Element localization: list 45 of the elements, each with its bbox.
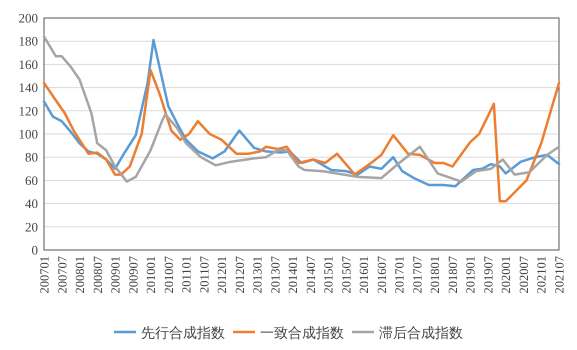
x-tick-label: 201707 bbox=[410, 256, 424, 294]
legend-label: 一致合成指数 bbox=[260, 326, 344, 342]
legend-label: 先行合成指数 bbox=[141, 326, 225, 342]
y-tick-label: 160 bbox=[18, 56, 38, 72]
x-tick-label: 201401 bbox=[286, 256, 300, 294]
x-tick-label: 201807 bbox=[446, 256, 460, 294]
x-tick-label: 201207 bbox=[232, 256, 247, 294]
y-tick-label: 120 bbox=[18, 103, 38, 118]
y-tick-label: 60 bbox=[25, 172, 38, 188]
y-tick-label: 0 bbox=[32, 242, 38, 258]
x-tick-label: 201007 bbox=[162, 256, 176, 294]
y-tick-label: 200 bbox=[18, 10, 38, 26]
x-tick-label: 200901 bbox=[108, 256, 123, 294]
x-tick-label: 202107 bbox=[552, 256, 566, 294]
legend-label: 滞后合成指数 bbox=[379, 326, 463, 342]
x-tick-label: 201407 bbox=[304, 256, 318, 294]
x-tick-label: 201701 bbox=[392, 256, 407, 294]
line-series bbox=[42, 68, 560, 203]
y-tick-label: 180 bbox=[18, 34, 38, 49]
x-tick-label: 201001 bbox=[144, 256, 158, 294]
x-tick-label: 201107 bbox=[197, 256, 212, 294]
x-tick-label: 201201 bbox=[215, 256, 230, 294]
x-tick-label: 200707 bbox=[55, 256, 70, 294]
x-tick-label: 201501 bbox=[322, 256, 336, 294]
x-tick-label: 200907 bbox=[126, 256, 140, 294]
x-tick-label: 201507 bbox=[339, 256, 354, 294]
x-tick-label: 201907 bbox=[481, 256, 496, 294]
x-tick-label: 202007 bbox=[516, 256, 531, 294]
x-tick-label: 201307 bbox=[268, 256, 282, 294]
x-tick-label: 201101 bbox=[180, 256, 194, 294]
y-tick-label: 140 bbox=[18, 80, 38, 96]
x-tick-label: 202101 bbox=[534, 256, 549, 294]
x-tick-label: 202001 bbox=[499, 256, 514, 294]
y-tick-label: 20 bbox=[25, 219, 38, 234]
x-tick-label: 201601 bbox=[357, 256, 372, 294]
x-tick-label: 200701 bbox=[38, 256, 52, 294]
x-tick-label: 201301 bbox=[250, 256, 265, 294]
x-tick-label: 201801 bbox=[428, 256, 442, 294]
x-tick-label: 200807 bbox=[90, 256, 105, 294]
y-tick-label: 80 bbox=[25, 150, 38, 165]
y-tick-label: 40 bbox=[25, 196, 38, 212]
y-tick-label: 100 bbox=[18, 126, 38, 142]
x-tick-label: 201607 bbox=[374, 256, 389, 294]
x-tick-label: 201901 bbox=[464, 256, 478, 294]
x-tick-label: 200801 bbox=[73, 256, 88, 294]
